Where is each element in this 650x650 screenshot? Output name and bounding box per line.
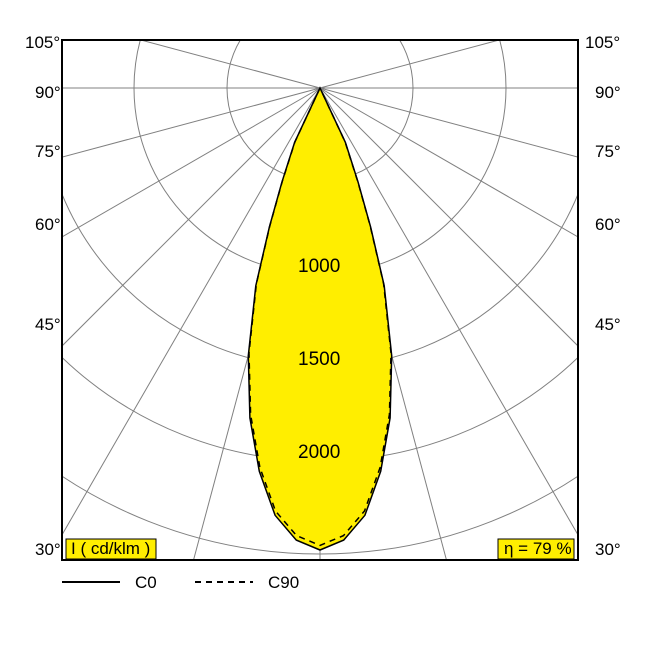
angle-label-left: 30° <box>35 540 61 559</box>
angle-label-left: 90° <box>35 83 61 102</box>
legend-c0-label: C0 <box>135 573 157 592</box>
angle-label-right: 90° <box>595 83 621 102</box>
angle-label-right: 30° <box>595 540 621 559</box>
angle-label-right: 75° <box>595 142 621 161</box>
angle-label-left: 60° <box>35 215 61 234</box>
eta-label: η = 79 % <box>504 539 572 558</box>
angle-label-left: 45° <box>35 315 61 334</box>
angle-label-right: 60° <box>595 215 621 234</box>
units-label: I ( cd/klm ) <box>71 539 150 558</box>
radial-label: 2000 <box>298 442 340 463</box>
polar-chart-svg: 1000 1500 2000 I ( cd/klm ) η = 79 % 30° 45° 60… <box>0 0 650 650</box>
c0-lobe <box>248 88 391 550</box>
radial-label: 1000 <box>298 256 340 277</box>
angle-label-left: 75° <box>35 142 61 161</box>
angle-label-left: 105° <box>25 33 60 52</box>
radial-label: 1500 <box>298 349 340 370</box>
chart-container: 1000 1500 2000 I ( cd/klm ) η = 79 % 30° 45° 60… <box>0 0 650 650</box>
legend-c90-label: C90 <box>268 573 299 592</box>
lobe <box>248 88 391 550</box>
angle-label-right: 105° <box>585 33 620 52</box>
angle-label-right: 45° <box>595 315 621 334</box>
